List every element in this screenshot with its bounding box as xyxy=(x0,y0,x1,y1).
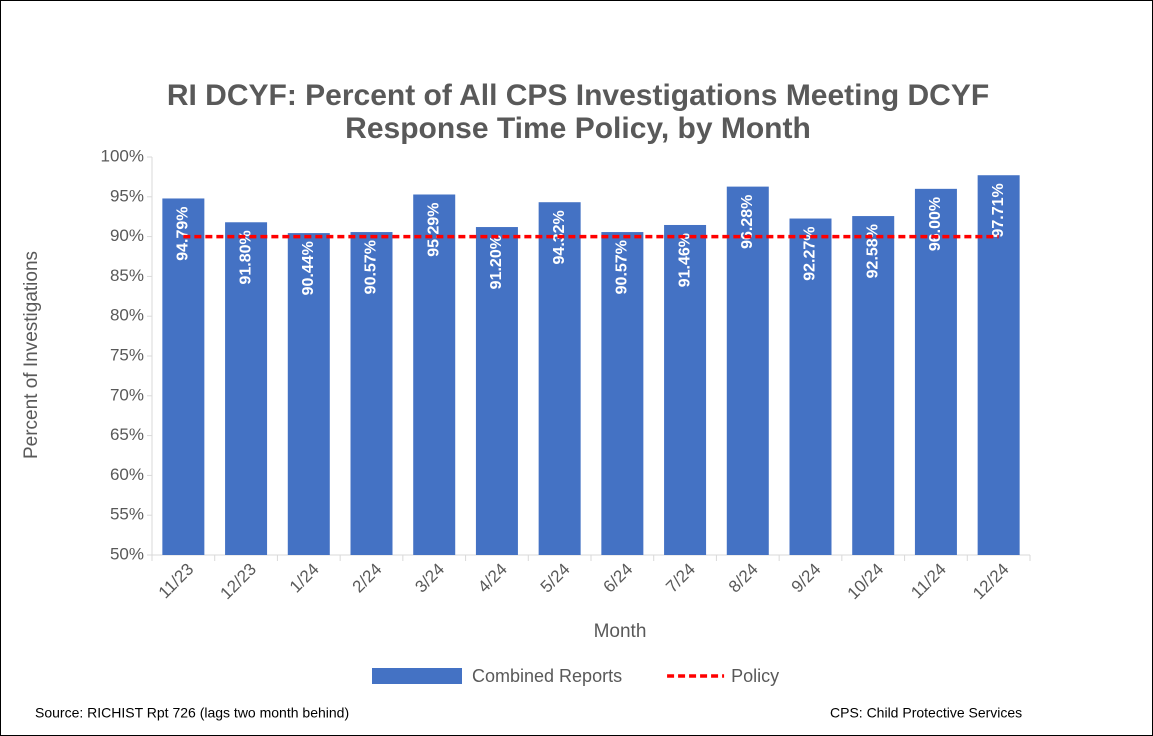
chart-title: Response Time Policy, by Month xyxy=(345,112,811,145)
bar xyxy=(475,227,518,555)
legend-swatch xyxy=(372,668,462,684)
bar xyxy=(225,222,268,555)
y-tick-label: 85% xyxy=(110,266,144,285)
chart-title: RI DCYF: Percent of All CPS Investigatio… xyxy=(167,79,989,112)
y-tick-label: 50% xyxy=(110,544,144,563)
x-axis-label: Month xyxy=(594,621,647,642)
y-tick-label: 55% xyxy=(110,505,144,524)
source-note: Source: RICHIST Rpt 726 (lags two month … xyxy=(35,705,349,721)
legend-label: Policy xyxy=(731,666,779,686)
data-label: 92.58% xyxy=(864,224,881,278)
y-tick-label: 60% xyxy=(110,465,144,484)
bar xyxy=(852,216,895,555)
y-tick-label: 70% xyxy=(110,385,144,404)
data-label: 91.80% xyxy=(237,230,254,284)
data-label: 95.29% xyxy=(425,202,442,256)
bar xyxy=(977,175,1020,555)
bar xyxy=(914,188,957,555)
data-label: 90.44% xyxy=(300,241,317,295)
bar xyxy=(789,218,832,555)
bar xyxy=(664,224,707,555)
legend-label: Combined Reports xyxy=(472,666,622,686)
footnote: CPS: Child Protective Services xyxy=(830,705,1022,721)
data-label: 96.28% xyxy=(739,195,756,249)
bar xyxy=(162,198,205,555)
data-label: 91.20% xyxy=(488,235,505,289)
y-axis-label: Percent of Investigations xyxy=(21,251,42,459)
y-tick-label: 95% xyxy=(110,186,144,205)
data-label: 90.57% xyxy=(614,240,631,294)
data-label: 92.27% xyxy=(802,227,819,281)
data-label: 91.46% xyxy=(676,233,693,287)
data-label: 96.00% xyxy=(927,197,944,251)
bar xyxy=(350,232,393,555)
y-tick-label: 90% xyxy=(110,226,144,245)
y-tick-label: 100% xyxy=(101,146,144,165)
data-label: 90.57% xyxy=(363,240,380,294)
bar xyxy=(413,194,456,556)
y-tick-label: 75% xyxy=(110,345,144,364)
data-label: 94.79% xyxy=(175,206,192,260)
y-tick-label: 80% xyxy=(110,306,144,325)
bar xyxy=(726,186,769,555)
y-tick-label: 65% xyxy=(110,425,144,444)
bar xyxy=(287,233,330,555)
bar xyxy=(601,232,644,555)
bar xyxy=(538,202,581,555)
data-label: 97.71% xyxy=(990,183,1007,237)
